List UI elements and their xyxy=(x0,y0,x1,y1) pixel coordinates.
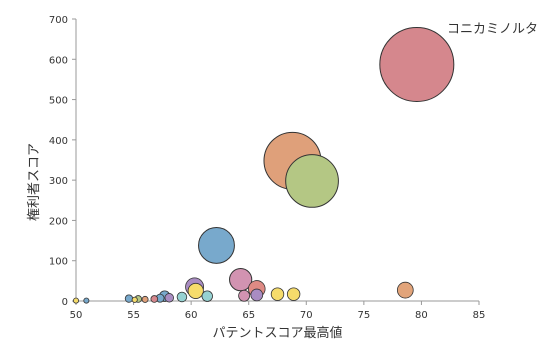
bubble xyxy=(164,293,174,303)
bubble xyxy=(238,289,251,302)
bubble xyxy=(285,154,339,208)
annotation-label: コニカミノルタ xyxy=(447,22,538,37)
x-tick-label: 85 xyxy=(473,310,486,321)
x-axis-title: パテントスコア最高値 xyxy=(212,325,342,341)
bubble xyxy=(176,291,188,303)
bubble xyxy=(131,296,138,303)
bubbles xyxy=(73,27,455,304)
x-tick-label: 55 xyxy=(127,310,140,321)
bubble xyxy=(73,297,80,304)
x-tick-label: 60 xyxy=(185,310,198,321)
bubble xyxy=(379,27,455,103)
x-tick-label: 70 xyxy=(300,310,313,321)
bubble xyxy=(201,290,213,302)
bubble xyxy=(286,287,301,301)
bubble xyxy=(150,295,159,303)
bubble xyxy=(124,294,134,303)
y-tick-label: 200 xyxy=(49,216,68,227)
bubble xyxy=(396,281,414,299)
y-tick-label: 500 xyxy=(49,96,68,107)
y-tick-label: 100 xyxy=(49,257,68,268)
labels: パテントスコア最高値 権利者スコア コニカミノルタ xyxy=(26,22,538,341)
x-tick-label: 80 xyxy=(415,310,428,321)
bubble xyxy=(198,226,235,264)
bubble xyxy=(250,288,264,302)
y-tick-label: 600 xyxy=(49,55,68,66)
bubble xyxy=(229,268,253,292)
y-axis-title: 権利者スコア xyxy=(26,143,42,221)
y-tick-label: 700 xyxy=(49,15,68,26)
bubble xyxy=(270,287,285,301)
y-tick-label: 300 xyxy=(49,176,68,187)
x-tick-label: 65 xyxy=(242,310,255,321)
axes: 50 55 60 65 70 75 80 85 0 100 200 300 400 500 600 700 xyxy=(49,15,485,321)
bubble xyxy=(187,282,204,299)
y-tick-label: 400 xyxy=(49,136,68,147)
x-tick-label: 75 xyxy=(357,310,370,321)
bubble xyxy=(83,297,90,304)
bubble xyxy=(141,295,149,303)
y-tick-label: 0 xyxy=(62,297,68,308)
x-tick-label: 50 xyxy=(70,310,83,321)
